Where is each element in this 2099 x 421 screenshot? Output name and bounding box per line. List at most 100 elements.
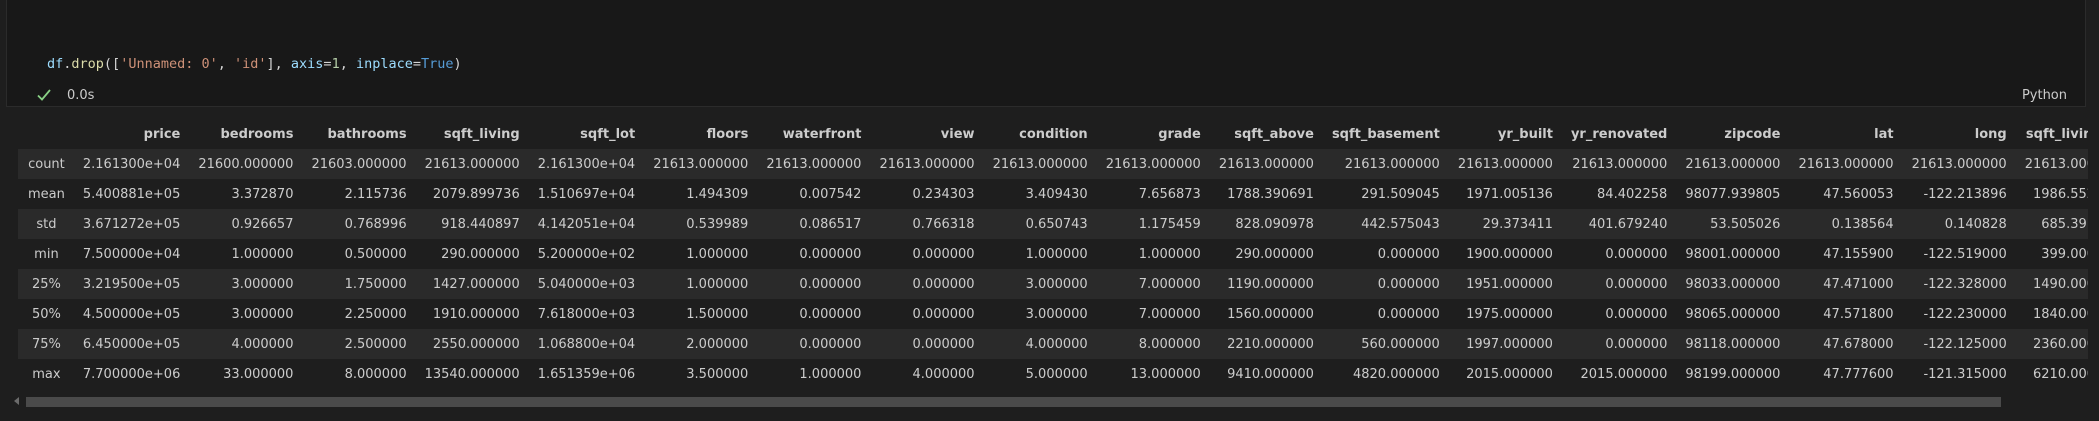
- column-header: sqft_living15: [2025, 126, 2088, 142]
- code-cell[interactable]: df.drop(['Unnamed: 0', 'id'], axis=1, in…: [6, 0, 2086, 186]
- table-header-row: price bedrooms bathrooms sqft_living sqft_lo…: [18, 119, 2088, 149]
- table-cell: 7.656873: [1138, 186, 1201, 202]
- row-label: std: [36, 216, 57, 232]
- table-cell: 3.219500e+05: [82, 276, 181, 292]
- horizontal-scrollbar[interactable]: [14, 395, 2086, 409]
- table-cell: 2360.000000: [2033, 336, 2088, 352]
- table-cell: 5.400881e+05: [82, 186, 181, 202]
- table-cell: 1986.552492: [2033, 186, 2088, 202]
- column-header: zipcode: [1724, 126, 1781, 142]
- code-token: =: [323, 56, 332, 72]
- table-cell: 1.068800e+04: [537, 336, 636, 352]
- table-cell: 0.768996: [344, 216, 407, 232]
- column-header: yr_renovated: [1570, 126, 1668, 142]
- table-cell: 98001.000000: [1685, 246, 1781, 262]
- table-cell: 8.000000: [1138, 336, 1201, 352]
- column-header: bathrooms: [327, 126, 407, 142]
- table-cell: 98033.000000: [1685, 276, 1781, 292]
- table-cell: 7.000000: [1138, 276, 1201, 292]
- table-row: min 7.500000e+04 1.000000 0.500000 290.00000…: [18, 239, 2088, 269]
- table-cell: 3.000000: [231, 306, 294, 322]
- row-label: 25%: [31, 276, 61, 292]
- code-token: ,: [339, 56, 356, 72]
- table-cell: 1.500000: [686, 306, 749, 322]
- table-cell: -122.519000: [1923, 246, 2007, 262]
- table-cell: 1.651359e+06: [537, 366, 636, 382]
- table-cell: 47.155900: [1823, 246, 1894, 262]
- table-cell: 0.000000: [912, 306, 975, 322]
- kernel-language-label[interactable]: Python: [2021, 88, 2067, 103]
- code-token: ],: [266, 56, 291, 72]
- table-cell: 21613.000000: [2024, 156, 2088, 172]
- table-cell: 21613.000000: [1344, 156, 1440, 172]
- describe-table: price bedrooms bathrooms sqft_living sqft_lo…: [18, 119, 2088, 389]
- table-cell: 1951.000000: [1466, 276, 1553, 292]
- table-cell: 29.373411: [1482, 216, 1553, 232]
- row-label: mean: [28, 186, 65, 202]
- scroll-left-arrow-icon[interactable]: [14, 397, 19, 405]
- table-cell: 0.000000: [1605, 336, 1668, 352]
- table-cell: 47.471000: [1823, 276, 1894, 292]
- table-cell: 21613.000000: [992, 156, 1088, 172]
- execution-status: 0.0s: [35, 86, 94, 104]
- table-cell: -122.213896: [1923, 186, 2007, 202]
- column-header: bedrooms: [220, 126, 294, 142]
- check-icon: [37, 89, 51, 101]
- table-cell: 3.372870: [231, 186, 294, 202]
- table-cell: 0.007542: [799, 186, 862, 202]
- table-cell: 0.000000: [1377, 276, 1440, 292]
- table-cell: 0.000000: [912, 246, 975, 262]
- table-cell: 1975.000000: [1466, 306, 1553, 322]
- table-cell: 98065.000000: [1685, 306, 1781, 322]
- table-cell: 0.539989: [686, 216, 749, 232]
- code-token: 'id': [234, 56, 267, 72]
- table-cell: 4820.000000: [1352, 366, 1440, 382]
- table-cell: 7.618000e+03: [537, 306, 636, 322]
- table-cell: 2.250000: [344, 306, 407, 322]
- table-cell: 5.200000e+02: [537, 246, 636, 262]
- table-cell: 3.671272e+05: [82, 216, 181, 232]
- table-cell: 33.000000: [223, 366, 294, 382]
- table-cell: 0.000000: [799, 246, 862, 262]
- table-cell: 21613.000000: [1105, 156, 1201, 172]
- table-cell: 21613.000000: [1685, 156, 1781, 172]
- table-cell: 0.000000: [799, 336, 862, 352]
- table-cell: 21613.000000: [424, 156, 520, 172]
- table-cell: 0.140828: [1944, 216, 2007, 232]
- column-header: long: [1974, 126, 2007, 142]
- table-cell: 2550.000000: [432, 336, 520, 352]
- scrollbar-thumb[interactable]: [26, 397, 2001, 407]
- table-cell: 3.000000: [1025, 276, 1088, 292]
- table-cell: 21600.000000: [198, 156, 294, 172]
- table-cell: 21613.000000: [1911, 156, 2007, 172]
- table-cell: 47.678000: [1823, 336, 1894, 352]
- table-cell: 0.000000: [912, 276, 975, 292]
- table-cell: 5.000000: [1025, 366, 1088, 382]
- table-row: mean 5.400881e+05 3.372870 2.115736 2079.899…: [18, 179, 2088, 209]
- table-cell: 0.926657: [231, 216, 294, 232]
- table-cell: 1900.000000: [1466, 246, 1553, 262]
- table-cell: 8.000000: [344, 366, 407, 382]
- table-cell: 3.409430: [1025, 186, 1088, 202]
- cell-output: price bedrooms bathrooms sqft_living sqft_lo…: [18, 119, 2088, 389]
- table-row: std 3.671272e+05 0.926657 0.768996 918.44089…: [18, 209, 2088, 239]
- table-cell: 401.679240: [1588, 216, 1668, 232]
- code-line-describe: df.describe(): [47, 169, 462, 188]
- column-header: yr_built: [1497, 126, 1553, 142]
- table-cell: 13.000000: [1130, 366, 1201, 382]
- table-cell: 0.138564: [1831, 216, 1894, 232]
- code-editor[interactable]: df.drop(['Unnamed: 0', 'id'], axis=1, in…: [47, 17, 462, 226]
- table-cell: 2.161300e+04: [82, 156, 181, 172]
- code-line-drop: df.drop(['Unnamed: 0', 'id'], axis=1, in…: [47, 55, 462, 74]
- table-cell: 21613.000000: [1572, 156, 1668, 172]
- table-cell: 21613.000000: [653, 156, 749, 172]
- column-header: condition: [1019, 126, 1088, 142]
- table-cell: 0.086517: [799, 216, 862, 232]
- code-token: ,: [217, 56, 234, 72]
- table-cell: 21613.000000: [766, 156, 862, 172]
- table-cell: 0.650743: [1025, 216, 1088, 232]
- table-cell: 5.040000e+03: [537, 276, 636, 292]
- table-cell: 0.000000: [1377, 306, 1440, 322]
- table-cell: 1.000000: [1138, 246, 1201, 262]
- table-cell: 0.000000: [1605, 246, 1668, 262]
